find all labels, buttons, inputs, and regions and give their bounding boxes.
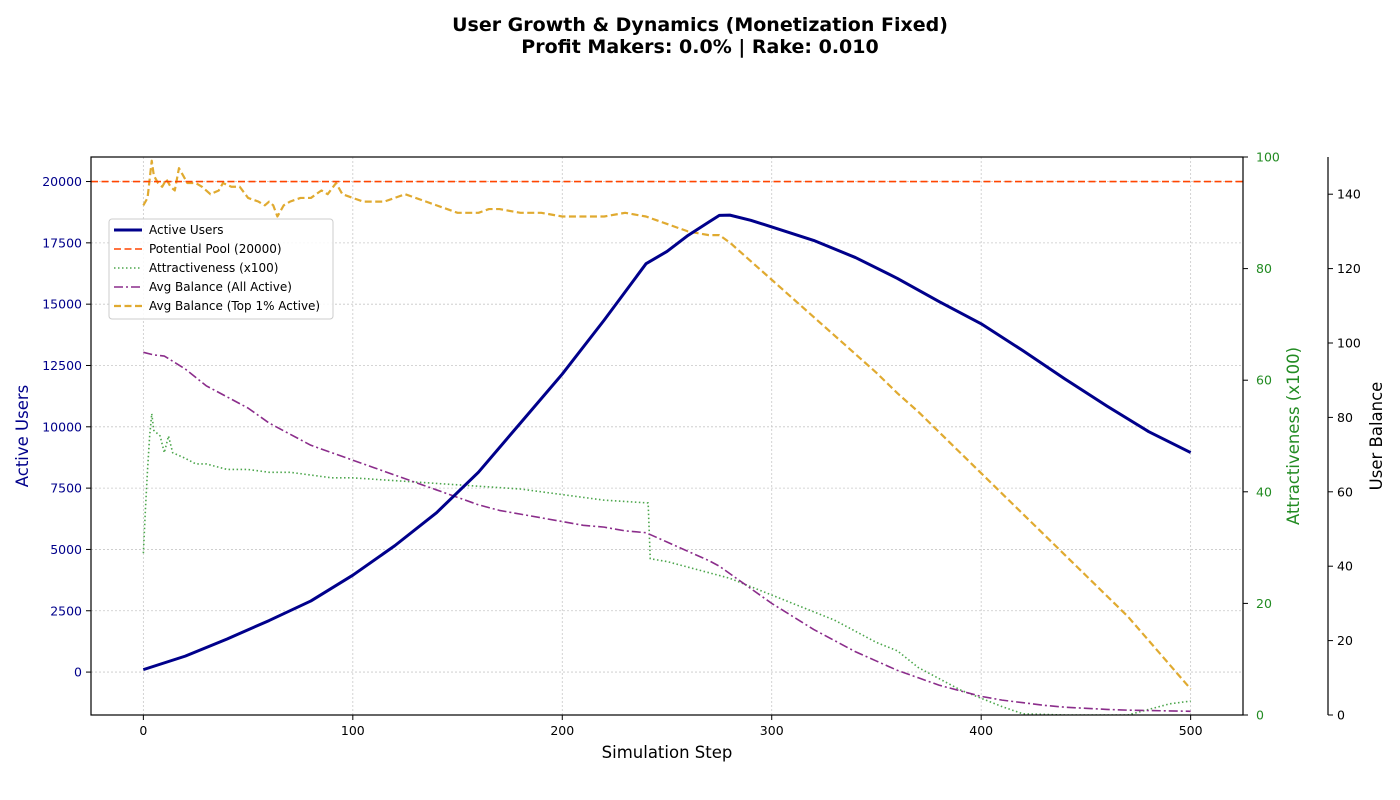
left-tick-label: 10000 [42, 419, 82, 434]
x-tick-label: 300 [760, 723, 784, 738]
left-tick-label: 5000 [50, 542, 82, 557]
attractiveness-tick-label: 100 [1256, 150, 1280, 165]
x-tick-label: 200 [550, 723, 574, 738]
user-balance-tick-label: 40 [1337, 559, 1353, 574]
user-balance-axis-label: User Balance [1367, 382, 1386, 491]
legend-label: Avg Balance (Top 1% Active) [149, 299, 320, 313]
attractiveness-tick-label: 80 [1256, 261, 1272, 276]
series-line-attractiveness-x100 [142, 412, 1191, 715]
x-axis-label: Simulation Step [602, 743, 733, 762]
legend-box [108, 218, 334, 320]
legend: Active Users Potential Pool (20000) Attrac… [108, 218, 334, 320]
left-tick-label: 7500 [50, 481, 82, 496]
attractiveness-axis: 0 20 40 60 80 100 [1243, 150, 1280, 723]
left-tick-label: 15000 [42, 297, 82, 312]
legend-label: Avg Balance (All Active) [149, 280, 292, 294]
user-balance-tick-label: 0 [1337, 708, 1345, 723]
attractiveness-tick-label: 0 [1256, 708, 1264, 723]
chart-title: User Growth & Dynamics (Monetization Fix… [452, 14, 948, 36]
user-balance-tick-label: 140 [1337, 187, 1361, 202]
left-tick-label: 2500 [50, 603, 82, 618]
x-tick-label: 0 [139, 723, 147, 738]
x-tick-label: 100 [341, 723, 365, 738]
attractiveness-tick-label: 40 [1256, 484, 1272, 499]
left-axis: 0 2500 5000 7500 10000 12500 15000 17500 20000 [42, 174, 91, 680]
user-balance-tick-label: 100 [1337, 336, 1361, 351]
user-balance-tick-label: 80 [1337, 410, 1353, 425]
left-tick-label: 12500 [42, 358, 82, 373]
attractiveness-axis-label: Attractiveness (x100) [1284, 347, 1303, 525]
x-tick-label: 400 [969, 723, 993, 738]
series-group [91, 159, 1243, 715]
attractiveness-tick-label: 60 [1256, 373, 1272, 388]
x-axis: 0 100 200 300 400 500 [139, 715, 1203, 738]
series-line-avg-balance-top-1-active [142, 159, 1192, 690]
user-balance-axis: 0 20 40 60 80 100 120 140 [1328, 187, 1361, 723]
attractiveness-tick-label: 20 [1256, 596, 1272, 611]
legend-label: Active Users [149, 223, 224, 237]
legend-label: Attractiveness (x100) [149, 261, 279, 275]
left-tick-label: 20000 [42, 174, 82, 189]
left-axis-label: Active Users [13, 385, 32, 488]
series-line-avg-balance-all-active [143, 351, 1191, 713]
series-line-active-users [142, 213, 1192, 672]
user-balance-tick-label: 60 [1337, 484, 1353, 499]
legend-label: Potential Pool (20000) [149, 242, 282, 256]
plot-frame [90, 156, 1244, 716]
x-tick-label: 500 [1179, 723, 1203, 738]
left-tick-label: 0 [74, 665, 82, 680]
user-balance-tick-label: 120 [1337, 261, 1361, 276]
user-balance-tick-label: 20 [1337, 633, 1353, 648]
left-tick-label: 17500 [42, 235, 82, 250]
chart-subtitle: Profit Makers: 0.0% | Rake: 0.010 [521, 36, 878, 58]
